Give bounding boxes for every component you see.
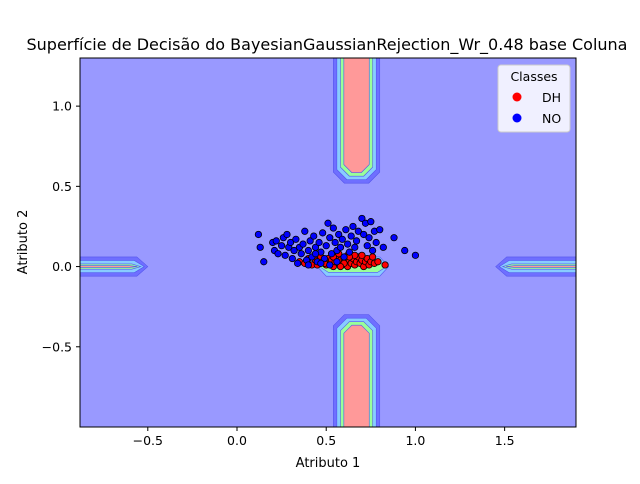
point-no-31: [320, 254, 329, 263]
point-no-1: [256, 243, 264, 251]
point-no-35: [327, 250, 336, 258]
point-dh-36: [374, 258, 382, 266]
y-tick-label-3: 1.0: [52, 99, 72, 114]
x-axis-ticks: −0.5 0.0 0.5 1.0 1.5: [133, 427, 515, 448]
point-no-57: [369, 246, 377, 255]
y-tick-label-0: −0.5: [42, 339, 72, 354]
plot-frame: [79, 57, 577, 428]
point-no-16: [294, 259, 302, 267]
point-no-40: [336, 243, 345, 251]
point-no-5: [272, 237, 280, 245]
point-dh-34: [369, 253, 377, 261]
y-tick-label-1: 0.0: [52, 259, 72, 274]
y-tick-label-2: 0.5: [52, 179, 72, 194]
point-no-63: [401, 246, 409, 255]
point-no-12: [286, 238, 295, 247]
point-no-19: [299, 240, 307, 248]
x-axis-label: Atributo 1: [296, 456, 361, 471]
series-no-points: [254, 214, 420, 269]
point-no-39: [335, 230, 343, 239]
region-top-band-4: [343, 58, 370, 173]
point-no-61: [379, 243, 387, 251]
point-no-67: [333, 258, 341, 266]
point-no-48: [351, 243, 359, 251]
point-no-23: [306, 237, 314, 245]
plot-area: [80, 58, 576, 427]
point-no-62: [390, 234, 398, 242]
point-no-42: [340, 253, 348, 261]
point-no-56: [367, 218, 375, 226]
point-no-52: [360, 230, 368, 239]
x-tick-label-4: 1.5: [495, 433, 515, 448]
y-axis-label: Atributo 2: [16, 210, 31, 275]
region-left: [80, 256, 149, 277]
region-right-band-4: [506, 265, 576, 268]
point-no-47: [349, 222, 357, 231]
point-no-44: [344, 240, 352, 248]
point-no-28: [315, 238, 323, 247]
point-no-9: [281, 251, 289, 259]
x-tick-label-1: 0.0: [227, 433, 247, 448]
point-no-46: [347, 232, 355, 240]
point-no-36: [329, 224, 337, 232]
x-tick-label-2: 0.5: [316, 433, 336, 448]
region-bottom: [333, 314, 381, 427]
region-left-band-4: [80, 265, 138, 268]
region-bottom-band-4: [343, 324, 370, 427]
point-dh-47: [336, 262, 345, 271]
point-dh-45: [358, 251, 366, 259]
plot-background: [80, 58, 576, 427]
point-no-30: [319, 229, 327, 237]
point-no-68: [311, 250, 320, 258]
point-no-6: [274, 250, 282, 258]
point-no-69: [304, 261, 312, 269]
point-no-41: [338, 235, 346, 243]
x-tick-label-0: −0.5: [133, 433, 163, 448]
point-no-54: [363, 242, 371, 250]
legend-title: Classes: [510, 69, 557, 84]
point-no-20: [301, 227, 309, 235]
x-tick-label-3: 1.0: [405, 433, 425, 448]
point-no-66: [326, 261, 334, 269]
point-no-22: [304, 246, 312, 255]
point-no-51: [358, 214, 366, 223]
legend-label-no: NO: [542, 111, 561, 126]
y-axis-ticks: −0.5 0.0 0.5 1.0: [42, 99, 80, 354]
decision-regions: [80, 58, 576, 427]
region-right: [495, 256, 576, 277]
point-no-65: [317, 259, 325, 267]
point-no-55: [365, 234, 373, 242]
point-no-13: [288, 254, 296, 263]
region-top: [333, 58, 381, 184]
point-no-34: [326, 234, 334, 242]
point-no-7: [278, 242, 286, 250]
point-dh-37: [381, 261, 389, 269]
point-no-59: [372, 238, 380, 247]
point-no-2: [260, 258, 268, 266]
point-no-32: [322, 242, 330, 250]
point-no-49: [352, 237, 361, 245]
point-no-45: [345, 248, 354, 256]
point-no-33: [324, 219, 332, 227]
legend-label-dh: DH: [542, 90, 561, 105]
point-no-37: [331, 238, 339, 247]
point-no-25: [310, 232, 318, 240]
legend: Classes DH NO: [497, 64, 571, 133]
point-no-60: [376, 226, 384, 234]
point-no-0: [254, 230, 263, 239]
point-no-15: [292, 235, 300, 243]
point-no-18: [297, 250, 305, 258]
legend-marker-dh: [512, 92, 522, 102]
chart-title: Superfície de Decisão do BayesianGaussia…: [27, 35, 628, 55]
point-no-14: [290, 246, 298, 255]
point-no-64: [411, 251, 420, 259]
point-no-50: [354, 227, 362, 235]
legend-marker-no: [512, 113, 522, 123]
point-no-10: [283, 230, 291, 239]
point-no-43: [342, 226, 350, 234]
